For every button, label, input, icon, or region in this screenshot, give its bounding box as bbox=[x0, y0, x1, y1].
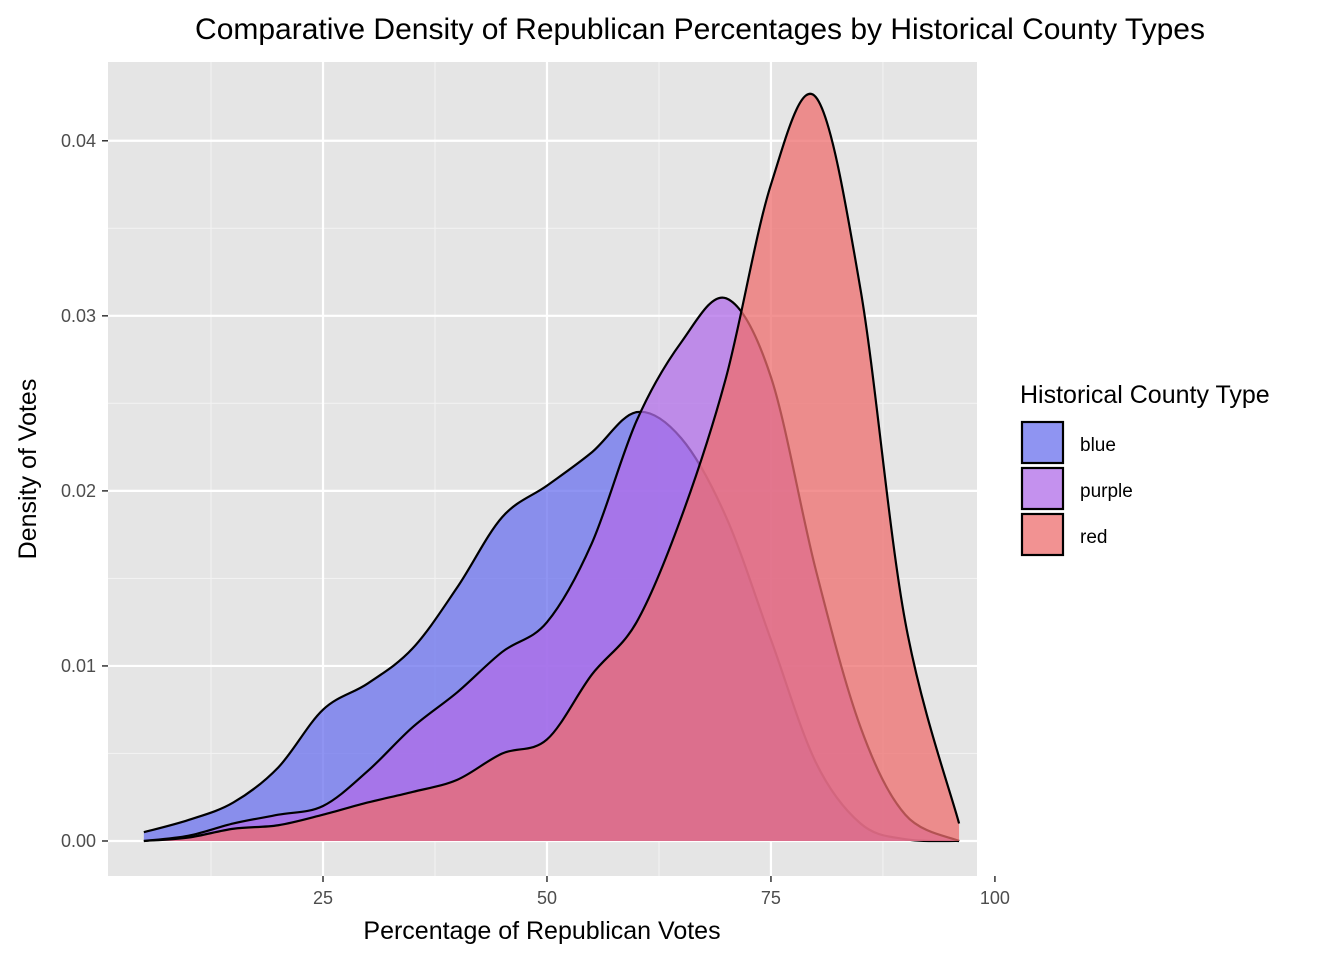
legend-swatch-red bbox=[1020, 512, 1065, 557]
legend: Historical County Type blue purple red bbox=[1020, 381, 1270, 557]
legend-label-red: red bbox=[1080, 527, 1107, 548]
density-area-red bbox=[143, 93, 960, 841]
legend-item-blue: blue bbox=[1020, 420, 1116, 465]
legend-item-purple: purple bbox=[1020, 466, 1133, 511]
y-axis-title: Density of Votes bbox=[14, 379, 42, 560]
y-axis-ticks: 0.00 0.01 0.02 0.03 0.04 bbox=[61, 131, 108, 851]
legend-label-purple: purple bbox=[1080, 481, 1133, 502]
x-tick-label: 50 bbox=[537, 888, 557, 908]
density-areas bbox=[143, 93, 961, 843]
x-tick-label: 75 bbox=[761, 888, 781, 908]
y-tick-label: 0.03 bbox=[61, 306, 96, 326]
legend-item-red: red bbox=[1020, 512, 1107, 557]
y-tick-label: 0.02 bbox=[61, 481, 96, 501]
x-tick-label: 100 bbox=[980, 888, 1010, 908]
x-axis-ticks: 25 50 75 100 bbox=[313, 876, 1010, 908]
legend-swatch-blue bbox=[1020, 420, 1065, 465]
density-line-red bbox=[143, 93, 961, 843]
legend-swatch-purple bbox=[1020, 466, 1065, 511]
chart-title: Comparative Density of Republican Percen… bbox=[195, 13, 1205, 46]
x-axis-title: Percentage of Republican Votes bbox=[363, 917, 720, 945]
legend-title: Historical County Type bbox=[1020, 381, 1270, 409]
y-tick-label: 0.04 bbox=[61, 131, 96, 151]
y-tick-label: 0.00 bbox=[61, 831, 96, 851]
legend-label-blue: blue bbox=[1080, 435, 1116, 456]
x-tick-label: 25 bbox=[313, 888, 333, 908]
y-tick-label: 0.01 bbox=[61, 656, 96, 676]
